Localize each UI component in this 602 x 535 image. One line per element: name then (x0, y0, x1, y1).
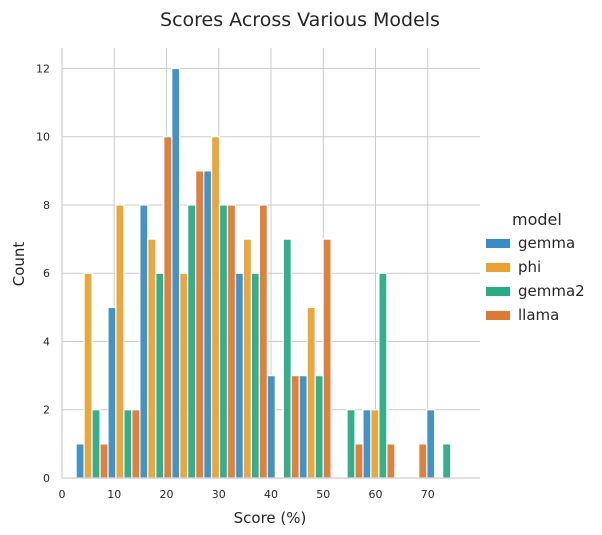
bar-phi-bin-3 (179, 272, 189, 479)
legend-title: model (512, 210, 562, 229)
bar-phi-bin-5 (242, 238, 253, 479)
x-tick-label: 10 (107, 488, 121, 501)
bar-gemma-bin-0 (75, 443, 85, 479)
bar-phi-bin-9 (370, 409, 380, 479)
x-tick-label: 40 (264, 488, 278, 501)
y-tick-label: 10 (36, 131, 50, 144)
legend: model gemma phi gemma2 llama (486, 210, 585, 324)
bar-gemma2-bin-3 (187, 204, 197, 479)
bar-gemma-bin-5 (234, 272, 245, 479)
x-tick-label: 0 (59, 488, 66, 501)
bar-gemma2-bin-9 (378, 272, 388, 479)
bar-llama-bin-8 (354, 443, 364, 479)
bar-llama-bin-2 (163, 136, 173, 479)
bar-gemma2-bin-7 (314, 375, 324, 479)
y-tick-label: 0 (43, 472, 50, 485)
x-tick-label: 60 (369, 488, 383, 501)
x-tick-label: 30 (212, 488, 226, 501)
bar-phi-bin-4 (210, 136, 221, 479)
legend-label-llama: llama (518, 306, 559, 324)
chart-title: Scores Across Various Models (160, 9, 440, 31)
y-ticks: 0 2 4 6 8 10 12 (36, 62, 50, 485)
y-tick-label: 12 (36, 62, 50, 75)
bar-gemma2-bin-0 (91, 409, 101, 479)
bar-gemma-bin-4 (202, 170, 213, 479)
x-axis-label: Score (%) (234, 509, 307, 527)
x-tick-label: 70 (421, 488, 435, 501)
x-tick-label: 20 (160, 488, 174, 501)
bar-llama-bin-10 (418, 443, 428, 479)
legend-swatch-phi (486, 263, 510, 272)
y-axis-label: Count (10, 242, 28, 287)
bar-gemma-bin-1 (107, 306, 117, 479)
legend-swatch-llama (486, 311, 510, 320)
legend-label-gemma2: gemma2 (518, 282, 585, 300)
bar-gemma-bin-3 (171, 67, 181, 479)
bar-phi-bin-0 (83, 272, 93, 479)
bar-gemma-bin-9 (362, 409, 372, 479)
y-tick-label: 6 (43, 267, 50, 280)
bar-llama-bin-9 (386, 443, 396, 479)
bar-gemma-bin-2 (139, 204, 149, 479)
legend-label-phi: phi (518, 258, 541, 276)
x-ticks: 0 10 20 30 40 50 60 70 (59, 488, 435, 501)
legend-swatch-gemma (486, 239, 510, 248)
bar-llama-bin-3 (195, 170, 205, 479)
bar-gemma2-bin-5 (250, 272, 260, 479)
bar-gemma2-bin-1 (123, 409, 133, 479)
bar-gemma2-bin-2 (155, 272, 165, 479)
y-tick-label: 4 (43, 335, 50, 348)
y-tick-label: 8 (43, 199, 50, 212)
bar-gemma2-bin-11 (442, 443, 452, 479)
bar-llama-bin-6 (290, 375, 300, 479)
legend-swatch-gemma2 (486, 287, 510, 296)
bar-gemma-bin-6 (266, 375, 276, 479)
bar-llama-bin-0 (99, 443, 109, 479)
bar-phi-bin-7 (306, 306, 316, 479)
bar-phi-bin-2 (147, 238, 157, 479)
legend-label-gemma: gemma (518, 234, 575, 252)
bar-llama-bin-5 (258, 204, 268, 479)
y-tick-label: 2 (43, 404, 50, 417)
bar-llama-bin-4 (226, 204, 237, 479)
bar-llama-bin-7 (322, 238, 332, 479)
bar-gemma-bin-11 (426, 409, 436, 479)
bar-llama-bin-1 (131, 409, 141, 479)
x-tick-label: 50 (316, 488, 330, 501)
bar-gemma-bin-7 (298, 375, 308, 479)
bar-gemma2-bin-6 (282, 238, 292, 479)
bar-gemma2-bin-8 (346, 409, 356, 479)
bar-phi-bin-1 (115, 204, 125, 479)
bar-gemma2-bin-4 (218, 204, 229, 479)
